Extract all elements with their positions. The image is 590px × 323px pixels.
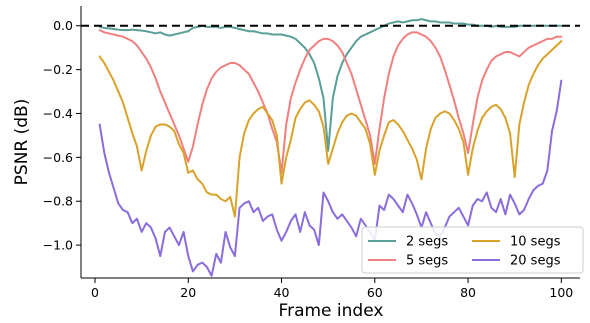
- legend-label: 10 segs: [510, 235, 561, 250]
- series-line-10-segs: [98, 40, 563, 218]
- x-tick-label: 40: [274, 285, 290, 300]
- x-axis-ticks: 0 20 40 60 80 100: [91, 278, 573, 300]
- x-tick-label: 100: [549, 285, 573, 300]
- legend-label: 2 segs: [406, 235, 448, 250]
- x-axis-title: Frame index: [279, 301, 384, 321]
- y-tick-label: 0.0: [53, 18, 73, 33]
- y-tick-label: −0.4: [43, 106, 73, 121]
- legend-label: 20 segs: [510, 254, 561, 269]
- x-tick-label: 0: [91, 285, 99, 300]
- x-tick-label: 20: [180, 285, 196, 300]
- y-tick-label: −0.6: [43, 150, 73, 165]
- y-axis-title: PSNR (dB): [12, 99, 32, 186]
- series-line-20-segs: [98, 79, 563, 277]
- y-tick-label: −0.2: [43, 62, 73, 77]
- y-tick-label: −1.0: [43, 238, 73, 253]
- legend-frame: [361, 226, 584, 274]
- y-axis-ticks: 0.0 −0.2 −0.4 −0.6 −0.8 −1.0: [43, 18, 81, 253]
- x-tick-label: 80: [460, 285, 476, 300]
- series-line-5-segs: [98, 29, 563, 174]
- x-tick-label: 60: [367, 285, 383, 300]
- legend: 2 segs 5 segs 10 segs 20 segs: [361, 226, 584, 274]
- axes: [80, 6, 580, 279]
- legend-label: 5 segs: [406, 254, 448, 269]
- y-tick-label: −0.8: [43, 194, 73, 209]
